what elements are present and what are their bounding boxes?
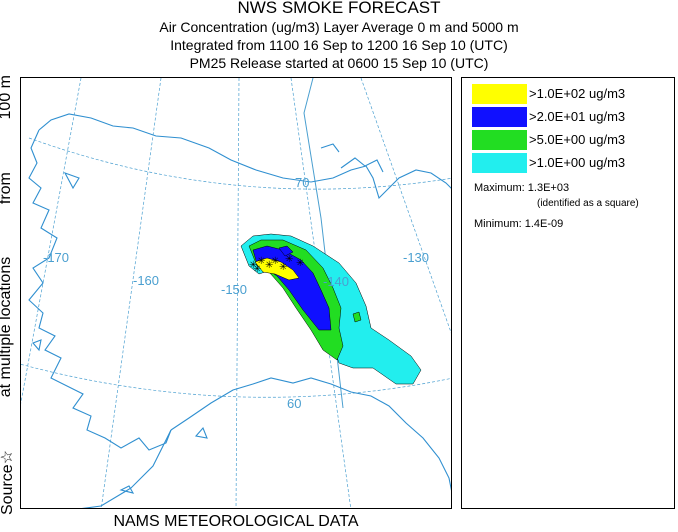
height-label: 100 m bbox=[0, 75, 14, 120]
plume-upper-patch bbox=[278, 245, 294, 257]
source-star-6: ✳ bbox=[279, 262, 287, 273]
legend-swatch-cyan bbox=[472, 153, 527, 173]
source-markers: ✳ ✳ ✳ ✳ ✳ ✳ ✳ ✳ bbox=[249, 254, 304, 275]
legend-swatch-blue bbox=[472, 107, 527, 127]
label-lat-70: 70 bbox=[295, 175, 309, 190]
label-lon-130: -130 bbox=[403, 250, 429, 265]
meridian-170 bbox=[21, 78, 82, 404]
source-star-8: ✳ bbox=[296, 258, 304, 269]
source-star-5: ✳ bbox=[271, 256, 279, 267]
legend-label-2: >2.0E+01 ug/m3 bbox=[529, 109, 626, 124]
smoke-plume bbox=[240, 233, 422, 385]
legend-swatch-yellow bbox=[472, 84, 527, 104]
smoke-map: ✳ ✳ ✳ ✳ ✳ ✳ ✳ ✳ -170 -160 -150 -140 -130… bbox=[20, 77, 452, 509]
source-star-2: ✳ bbox=[257, 256, 265, 267]
label-lon-160: -160 bbox=[133, 273, 159, 288]
integration-period: Integrated from 1100 16 Sep to 1200 16 S… bbox=[170, 37, 508, 53]
concentration-description: Air Concentration (ug/m3) Layer Average … bbox=[159, 19, 519, 35]
release-start: PM25 Release started at 0600 15 Sep 10 (… bbox=[189, 55, 489, 71]
meridian-150 bbox=[235, 78, 240, 508]
legend-label-4: >1.0E+00 ug/m3 bbox=[529, 155, 626, 170]
source-star-3: ✳ bbox=[265, 260, 273, 271]
coastline bbox=[28, 113, 451, 508]
north-islands bbox=[320, 143, 384, 173]
legend-swatch-green bbox=[472, 130, 527, 150]
label-lon-140: -140 bbox=[323, 274, 349, 289]
legend-minimum: Minimum: 1.4E-09 bbox=[474, 218, 564, 230]
map-canvas: ✳ ✳ ✳ ✳ ✳ ✳ ✳ ✳ -170 -160 -150 -140 -130… bbox=[21, 78, 451, 508]
forecast-title: NWS SMOKE FORECAST bbox=[237, 0, 441, 17]
label-lon-170: -170 bbox=[43, 250, 69, 265]
coast-islands bbox=[32, 172, 208, 494]
label-lon-150: -150 bbox=[221, 282, 247, 297]
aleutian-peninsula bbox=[81, 429, 172, 508]
legend-panel: >1.0E+02 ug/m3 >2.0E+01 ug/m3 >5.0E+00 u… bbox=[461, 77, 675, 509]
source-star-1: ✳ bbox=[249, 260, 257, 271]
legend-label-1: >1.0E+02 ug/m3 bbox=[529, 86, 626, 101]
data-source-footer: NAMS METEOROLOGICAL DATA bbox=[113, 513, 359, 530]
source-label: Source☆ bbox=[0, 449, 16, 515]
plume-side-patch bbox=[352, 311, 362, 323]
legend-maximum: Maximum: 1.3E+03 bbox=[474, 182, 570, 194]
multiple-locations-label: at multiple locations bbox=[0, 256, 14, 398]
source-location-label: Source☆ at multiple locations from 100 m bbox=[0, 75, 17, 515]
from-label: from bbox=[0, 172, 14, 205]
parallel-70 bbox=[28, 137, 451, 190]
parallel-60 bbox=[21, 363, 451, 398]
graticule bbox=[21, 78, 451, 508]
meridian-160 bbox=[100, 78, 162, 508]
west-coast bbox=[28, 129, 172, 451]
source-star-7: ✳ bbox=[285, 254, 293, 265]
meridian-140 bbox=[290, 78, 352, 508]
graticule-labels: -170 -160 -150 -140 -130 70 60 bbox=[43, 175, 429, 411]
south-coast bbox=[170, 377, 451, 491]
plume-level-4 bbox=[254, 257, 300, 281]
label-lat-60: 60 bbox=[287, 396, 301, 411]
source-star-4: ✳ bbox=[253, 264, 261, 275]
legend-label-3: >5.0E+00 ug/m3 bbox=[529, 132, 626, 147]
legend-maximum-note: (identified as a square) bbox=[537, 198, 639, 209]
north-coast bbox=[38, 113, 451, 200]
meridian-130 bbox=[360, 78, 451, 334]
